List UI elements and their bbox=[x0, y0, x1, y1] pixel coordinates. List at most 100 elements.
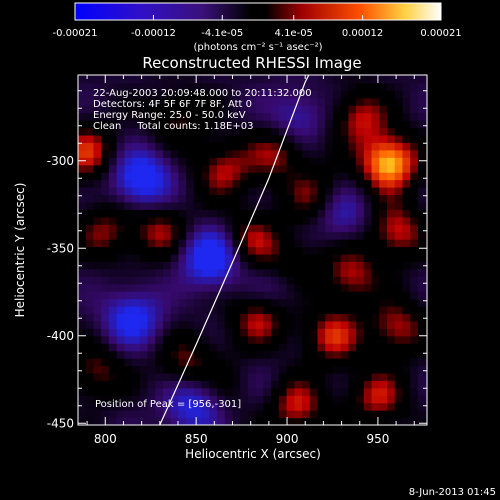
heatmap-cell bbox=[132, 246, 141, 255]
heatmap-cell bbox=[209, 201, 218, 210]
heatmap-cell bbox=[394, 283, 404, 292]
heatmap-cell bbox=[325, 313, 334, 322]
heatmap-cell bbox=[294, 157, 303, 166]
heatmap-cell bbox=[85, 75, 95, 84]
heatmap-cell bbox=[410, 231, 419, 240]
heatmap-cell bbox=[425, 239, 427, 248]
heatmap-cell bbox=[325, 75, 334, 77]
x-axis-label: Heliocentric X (arcsec) bbox=[185, 447, 321, 461]
heatmap-cell bbox=[85, 291, 95, 300]
heatmap-cell bbox=[232, 82, 241, 91]
heatmap-cell bbox=[232, 179, 241, 188]
heatmap-cell bbox=[402, 402, 411, 411]
heatmap-cell bbox=[394, 75, 404, 77]
heatmap-cell bbox=[278, 350, 288, 359]
heatmap-cell bbox=[271, 365, 280, 374]
heatmap-cell bbox=[209, 410, 218, 419]
heatmap-cell bbox=[379, 343, 388, 352]
heatmap-cell bbox=[309, 276, 319, 285]
heatmap-cell bbox=[332, 75, 342, 84]
heatmap-cell bbox=[247, 149, 257, 158]
heatmap-cell bbox=[417, 380, 427, 389]
heatmap-cell bbox=[186, 365, 195, 374]
heatmap-cell bbox=[286, 306, 295, 315]
heatmap-cell bbox=[363, 410, 373, 419]
heatmap-cell bbox=[217, 343, 226, 352]
heatmap-cell bbox=[232, 298, 241, 307]
heatmap-cell bbox=[286, 157, 295, 166]
heatmap-cell bbox=[170, 209, 180, 218]
heatmap-cell bbox=[417, 127, 427, 136]
heatmap-cell bbox=[340, 410, 349, 419]
colorbar-unit-label: (photons cm⁻² s⁻¹ asec⁻²) bbox=[193, 42, 322, 53]
heatmap-cell bbox=[294, 417, 303, 425]
heatmap-cell bbox=[93, 261, 102, 270]
heatmap-cell bbox=[162, 179, 172, 188]
heatmap-cell bbox=[356, 194, 365, 203]
heatmap-cell bbox=[410, 380, 419, 389]
heatmap-cell bbox=[294, 201, 303, 210]
heatmap-cell bbox=[132, 328, 141, 337]
heatmap-cell bbox=[363, 372, 373, 381]
heatmap-cell bbox=[309, 395, 319, 404]
heatmap-cell bbox=[224, 209, 234, 218]
heatmap-cell bbox=[186, 380, 195, 389]
heatmap-cell bbox=[371, 380, 380, 389]
heatmap-cell bbox=[139, 372, 149, 381]
heatmap-cell bbox=[217, 231, 226, 240]
heatmap-cell bbox=[302, 82, 311, 91]
heatmap-cell bbox=[93, 179, 102, 188]
heatmap-cell bbox=[348, 90, 357, 99]
heatmap-cell bbox=[255, 120, 265, 129]
heatmap-cell bbox=[201, 179, 210, 188]
heatmap-cell bbox=[417, 239, 427, 248]
heatmap-cell bbox=[278, 187, 288, 196]
heatmap-cell bbox=[363, 172, 373, 181]
heatmap-cell bbox=[186, 372, 195, 381]
heatmap-cell bbox=[108, 105, 118, 114]
heatmap-cell bbox=[271, 306, 280, 315]
heatmap-cell bbox=[132, 120, 141, 129]
heatmap-cell bbox=[363, 261, 373, 270]
heatmap-cell bbox=[379, 75, 388, 84]
heatmap-cell bbox=[201, 283, 210, 292]
heatmap-cell bbox=[162, 395, 172, 404]
heatmap-cell bbox=[356, 112, 365, 121]
heatmap-cell bbox=[356, 246, 365, 255]
heatmap-cell bbox=[278, 343, 288, 352]
heatmap-cell bbox=[340, 306, 349, 315]
heatmap-cell bbox=[348, 372, 357, 381]
heatmap-cell bbox=[317, 387, 326, 396]
heatmap-cell bbox=[410, 82, 419, 91]
heatmap-cell bbox=[101, 164, 110, 173]
heatmap-cell bbox=[108, 75, 118, 77]
heatmap-cell bbox=[417, 120, 427, 129]
heatmap-cell bbox=[278, 387, 288, 396]
heatmap-cell bbox=[325, 112, 334, 121]
heatmap-cell bbox=[356, 328, 365, 337]
heatmap-cell bbox=[85, 97, 95, 106]
heatmap-cell bbox=[286, 82, 295, 91]
heatmap-cell bbox=[224, 149, 234, 158]
heatmap-cell bbox=[247, 276, 257, 285]
heatmap-cell bbox=[147, 224, 156, 233]
heatmap-cell bbox=[186, 179, 195, 188]
heatmap-cell bbox=[402, 201, 411, 210]
heatmap-cell bbox=[332, 320, 342, 329]
heatmap-cell bbox=[201, 387, 210, 396]
heatmap-cell bbox=[93, 224, 102, 233]
heatmap-cell bbox=[93, 380, 102, 389]
heatmap-cell bbox=[325, 224, 334, 233]
heatmap-cell bbox=[201, 395, 210, 404]
peak-position-label: Position of Peak = [956,-301] bbox=[95, 399, 241, 410]
heatmap-cell bbox=[410, 157, 419, 166]
heatmap-cell bbox=[294, 313, 303, 322]
heatmap-cell bbox=[387, 402, 396, 411]
heatmap-cell bbox=[162, 261, 172, 270]
heatmap-cell bbox=[85, 179, 95, 188]
heatmap-cell bbox=[209, 105, 218, 114]
heatmap-cell bbox=[209, 194, 218, 203]
heatmap-cell bbox=[271, 335, 280, 344]
heatmap-cell bbox=[417, 82, 427, 91]
heatmap-cell bbox=[271, 209, 280, 218]
